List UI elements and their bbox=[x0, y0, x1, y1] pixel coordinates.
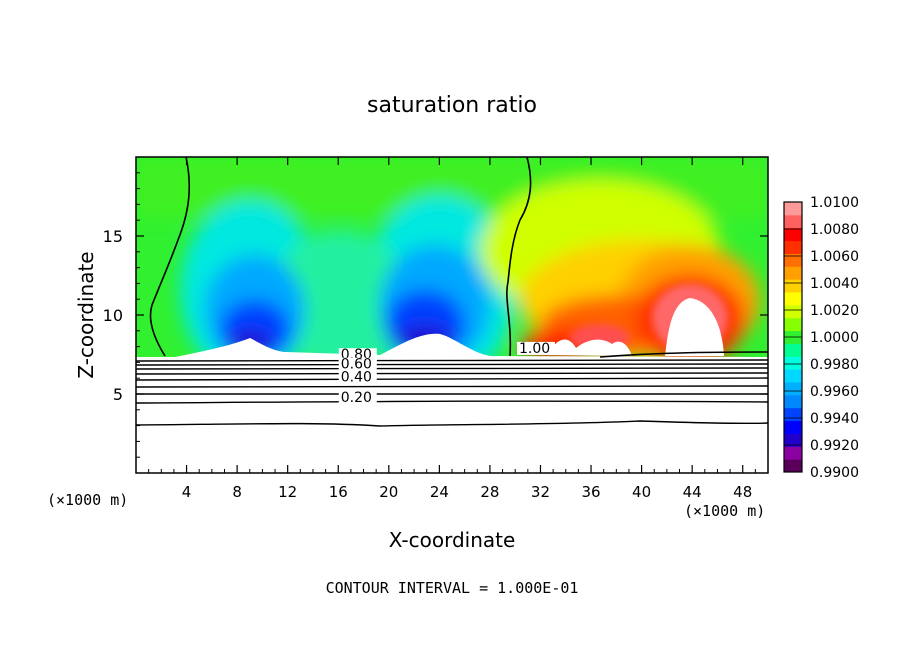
x-tick-label: 48 bbox=[733, 483, 752, 501]
colorbar-swatch bbox=[784, 227, 802, 242]
colorbar-swatch bbox=[784, 446, 802, 460]
colorbar-label: 0.9960 bbox=[810, 384, 859, 400]
x-unit-left: (×1000 m) bbox=[47, 491, 128, 509]
colorbar-swatch bbox=[784, 356, 802, 370]
x-tick-label: 12 bbox=[278, 483, 297, 501]
colorbar-swatch bbox=[784, 202, 802, 216]
contour-label-bg bbox=[338, 390, 377, 404]
colorbar-label: 1.0080 bbox=[810, 222, 859, 238]
x-tick-label: 40 bbox=[632, 483, 651, 501]
y-axis: 5 10 15 bbox=[103, 172, 768, 458]
x-tick-label: 16 bbox=[329, 483, 348, 501]
x-tick-label: 28 bbox=[480, 483, 499, 501]
colorbar-label: 1.0020 bbox=[810, 303, 859, 319]
colorbar-swatch bbox=[784, 420, 802, 434]
contour-label-bg bbox=[338, 370, 377, 384]
y-tick-label: 5 bbox=[113, 385, 123, 404]
contour-label-bg bbox=[516, 341, 555, 355]
colorbar-swatch bbox=[784, 214, 802, 229]
colorbar-swatch bbox=[784, 253, 802, 267]
colorbar-label: 0.9900 bbox=[810, 465, 859, 481]
colorbar-swatch bbox=[784, 433, 802, 447]
colorbar-swatch bbox=[784, 317, 802, 332]
colorbar-label: 0.9920 bbox=[810, 438, 859, 454]
x-tick-label: 4 bbox=[182, 483, 192, 501]
colorbar-swatch bbox=[784, 279, 802, 293]
contour-label: 0.20 bbox=[341, 390, 372, 406]
y-axis-label: Z-coordinate bbox=[74, 251, 98, 378]
colorbar-label: 0.9940 bbox=[810, 411, 859, 427]
x-tick-label: 44 bbox=[683, 483, 702, 501]
colorbar-swatch bbox=[784, 266, 802, 280]
colorbar-swatch bbox=[784, 369, 802, 383]
colorbar-swatch bbox=[784, 304, 802, 319]
chart-title: saturation ratio bbox=[367, 93, 537, 118]
x-tick-label: 32 bbox=[531, 483, 550, 501]
contour-label-bg bbox=[338, 357, 377, 371]
x-axis: 4 8 12 16 20 24 28 32 36 40 44 48 bbox=[148, 157, 756, 501]
x-unit-right: (×1000 m) bbox=[684, 502, 765, 520]
heatmap-field bbox=[136, 157, 768, 473]
contour-label: 0.60 bbox=[341, 357, 372, 373]
colorbar-swatch bbox=[784, 240, 802, 254]
colorbar-swatch bbox=[784, 343, 802, 357]
x-axis-label: X-coordinate bbox=[389, 528, 516, 552]
colorbar-swatch bbox=[784, 459, 802, 473]
colorbar-label: 0.9980 bbox=[810, 357, 859, 373]
contour-labels: 1.000.800.600.400.20 bbox=[338, 341, 555, 406]
colorbar-label: 1.0060 bbox=[810, 249, 859, 265]
y-tick-label: 15 bbox=[103, 227, 123, 246]
x-tick-label: 20 bbox=[379, 483, 398, 501]
x-tick-label: 24 bbox=[430, 483, 449, 501]
colorbar-swatch bbox=[784, 292, 802, 306]
colorbar-swatch bbox=[784, 407, 802, 422]
x-tick-label: 8 bbox=[232, 483, 242, 501]
colorbar-label: 1.0040 bbox=[810, 276, 859, 292]
colorbar-swatch bbox=[784, 382, 802, 396]
contour-label: 0.40 bbox=[341, 369, 372, 385]
contour-interval-note: CONTOUR INTERVAL = 1.000E-01 bbox=[326, 579, 579, 597]
colorbar-label: 1.0100 bbox=[810, 195, 859, 211]
contour-label: 1.00 bbox=[519, 341, 550, 357]
x-tick-label: 36 bbox=[581, 483, 600, 501]
colorbar-swatch bbox=[784, 394, 802, 409]
colorbar-label: 1.0000 bbox=[810, 330, 859, 346]
y-tick-label: 10 bbox=[103, 306, 123, 325]
colorbar: 1.0100 1.0080 1.0060 1.0040 1.0020 1.0000 0.99… bbox=[783, 195, 859, 481]
